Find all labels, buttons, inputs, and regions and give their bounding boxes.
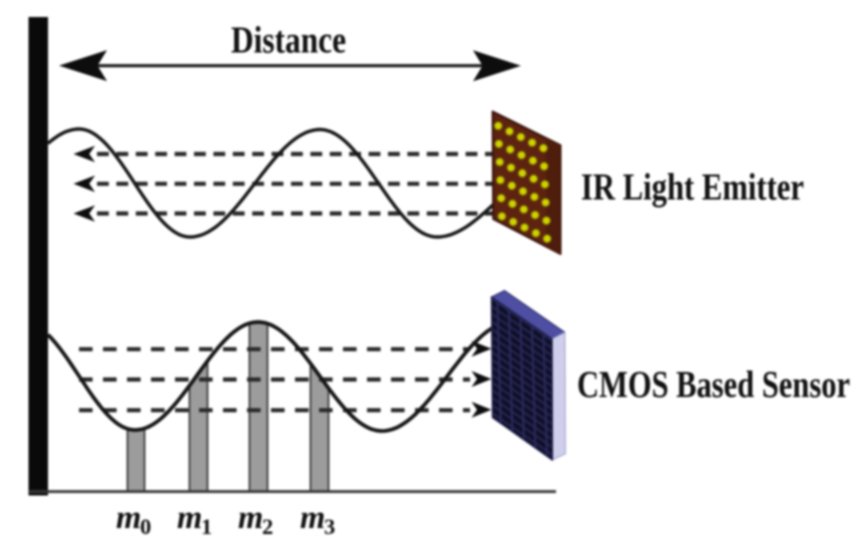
- svg-text:Distance: Distance: [231, 20, 346, 62]
- svg-text:IR Light Emitter: IR Light Emitter: [581, 167, 804, 209]
- svg-text:CMOS Based Sensor: CMOS Based Sensor: [577, 364, 850, 406]
- svg-text:m: m: [116, 500, 141, 536]
- svg-text:m: m: [300, 500, 325, 536]
- svg-text:2: 2: [262, 514, 273, 539]
- svg-text:m: m: [177, 500, 202, 536]
- svg-text:3: 3: [324, 514, 335, 539]
- svg-text:0: 0: [140, 514, 151, 539]
- svg-text:m: m: [238, 500, 263, 536]
- svg-text:1: 1: [201, 514, 212, 539]
